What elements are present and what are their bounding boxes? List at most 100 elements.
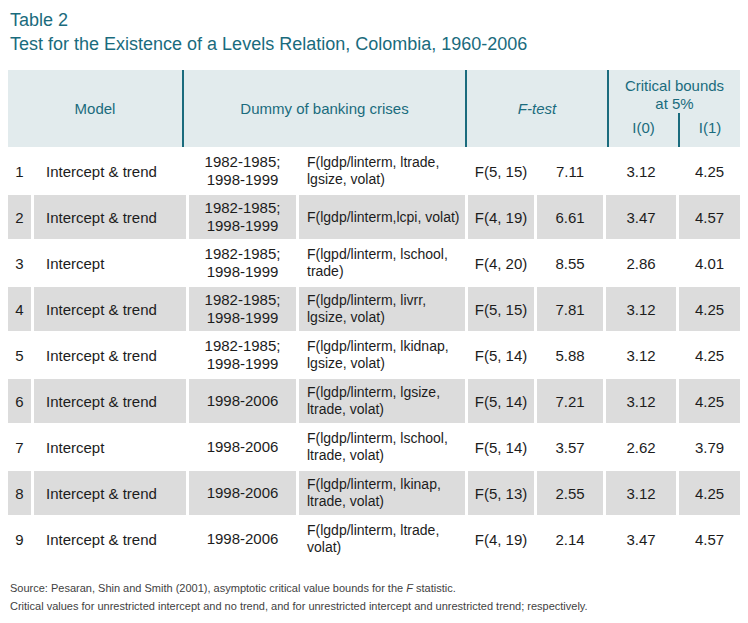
cell-i0-bound: 3.12 [606,471,676,515]
cell-f-degrees: F(5, 15) [468,287,534,331]
cell-f-value: 8.55 [537,241,603,285]
table-row: 5 Intercept & trend 1982-1985; 1998-1999… [8,333,740,377]
levels-relation-table: Model Dummy of banking crises F-test Cri… [8,70,740,561]
cell-i1-bound: 3.79 [679,425,740,469]
cell-i1-bound: 4.25 [679,471,740,515]
cell-row-number: 7 [8,425,31,469]
cell-crisis-period: 1982-1985; 1998-1999 [189,149,296,193]
cell-i1-bound: 4.57 [679,195,740,239]
cell-f-degrees: F(5, 13) [468,471,534,515]
cell-row-number: 1 [8,149,31,193]
cell-i0-bound: 3.12 [606,149,676,193]
cell-f-value: 5.88 [537,333,603,377]
cell-crisis-period: 1982-1985; 1998-1999 [189,195,296,239]
cell-f-degrees: F(4, 19) [468,195,534,239]
cell-crisis-period: 1998-2006 [189,517,296,561]
table-number: Table 2 [10,8,748,32]
cell-f-specification: F(lgdp/linterm, livrr, lgsize, volat) [299,287,465,331]
table-row: 8 Intercept & trend 1998-2006 F(lgdp/lin… [8,471,740,515]
cell-model: Intercept & trend [34,287,186,331]
footnotes: Source: Pesaran, Shin and Smith (2001), … [10,579,740,615]
header-f-test: F-test [465,70,607,147]
cell-f-value: 6.61 [537,195,603,239]
table-header: Model Dummy of banking crises F-test Cri… [8,70,740,147]
table-row: 9 Intercept & trend 1998-2006 F(lgdp/lin… [8,517,740,561]
cell-f-degrees: F(5, 14) [468,333,534,377]
cell-i0-bound: 3.47 [606,517,676,561]
cell-crisis-period: 1998-2006 [189,425,296,469]
cell-f-specification: F(lgdp/linterm, ltrade, lgsize, volat) [299,149,465,193]
table-row: 1 Intercept & trend 1982-1985; 1998-1999… [8,149,740,193]
cell-crisis-period: 1982-1985; 1998-1999 [189,333,296,377]
cell-f-degrees: F(5, 15) [468,149,534,193]
cell-i1-bound: 4.25 [679,333,740,377]
cell-i1-bound: 4.25 [679,379,740,423]
table-caption: Test for the Existence of a Levels Relat… [10,32,748,56]
header-i0: I(0) [609,113,678,147]
cell-row-number: 9 [8,517,31,561]
cell-f-degrees: F(4, 19) [468,517,534,561]
table-row: 6 Intercept & trend 1998-2006 F(lgdp/lin… [8,379,740,423]
cell-f-value: 7.11 [537,149,603,193]
cell-model: Intercept & trend [34,195,186,239]
cell-row-number: 2 [8,195,31,239]
cell-f-specification: F(lgdp/linterm, ltrade, volat) [299,517,465,561]
cell-row-number: 5 [8,333,31,377]
cell-i0-bound: 3.12 [606,379,676,423]
cell-i1-bound: 4.25 [679,287,740,331]
cell-f-value: 7.81 [537,287,603,331]
source-note: Source: Pesaran, Shin and Smith (2001), … [10,579,740,597]
page: Table 2 Test for the Existence of a Leve… [0,0,748,623]
table-row: 3 Intercept 1982-1985; 1998-1999 F(lgpd/… [8,241,740,285]
cell-f-value: 7.21 [537,379,603,423]
cell-f-specification: F(lgdp/linterm, lkidnap, lgsize, volat) [299,333,465,377]
cell-model: Intercept & trend [34,149,186,193]
cell-model: Intercept [34,241,186,285]
table-title-block: Table 2 Test for the Existence of a Leve… [0,0,748,56]
table-row: 7 Intercept 1998-2006 F(lgdp/linterm, ls… [8,425,740,469]
cell-crisis-period: 1982-1985; 1998-1999 [189,241,296,285]
cell-f-specification: F(lgpd/linterm, lschool, trade) [299,241,465,285]
cell-f-specification: F(lgdp/linterm, lkinap, ltrade, volat) [299,471,465,515]
cell-model: Intercept & trend [34,517,186,561]
cell-crisis-period: 1998-2006 [189,379,296,423]
cell-i0-bound: 3.47 [606,195,676,239]
cell-f-degrees: F(4, 20) [468,241,534,285]
cell-row-number: 6 [8,379,31,423]
cell-i1-bound: 4.25 [679,149,740,193]
header-dummy-banking-crises: Dummy of banking crises [182,70,465,147]
cell-row-number: 3 [8,241,31,285]
cell-f-degrees: F(5, 14) [468,425,534,469]
cell-f-value: 2.14 [537,517,603,561]
header-critical-bounds-subrow: I(0) I(1) [609,113,740,147]
cell-i0-bound: 3.12 [606,287,676,331]
cell-i0-bound: 3.12 [606,333,676,377]
table-row: 4 Intercept & trend 1982-1985; 1998-1999… [8,287,740,331]
header-i1: I(1) [678,113,740,147]
cell-model: Intercept & trend [34,471,186,515]
cell-i0-bound: 2.86 [606,241,676,285]
f-statistic-italic: F [406,582,413,594]
source-note-prefix: Source: Pesaran, Shin and Smith (2001), … [10,582,406,594]
header-critical-bounds: Critical bounds at 5% I(0) I(1) [607,70,740,147]
cell-row-number: 8 [8,471,31,515]
cell-f-specification: F(lgdp/linterm, lgsize, ltrade, volat) [299,379,465,423]
cell-row-number: 4 [8,287,31,331]
header-critical-bounds-label: Critical bounds at 5% [609,70,740,113]
cell-f-specification: F(lgdp/linterm, lschool, ltrade, volat) [299,425,465,469]
cell-i0-bound: 2.62 [606,425,676,469]
cell-f-specification: F(lgdp/linterm,lcpi, volat) [299,195,465,239]
critical-values-note: Critical values for unrestricted interce… [10,597,740,615]
cell-model: Intercept & trend [34,379,186,423]
cell-crisis-period: 1998-2006 [189,471,296,515]
table-row: 2 Intercept & trend 1982-1985; 1998-1999… [8,195,740,239]
cell-model: Intercept & trend [34,333,186,377]
table-body: 1 Intercept & trend 1982-1985; 1998-1999… [8,149,740,561]
cell-f-value: 3.57 [537,425,603,469]
source-note-suffix: statistic. [413,582,456,594]
cell-i1-bound: 4.01 [679,241,740,285]
header-model: Model [8,70,182,147]
cell-model: Intercept [34,425,186,469]
cell-f-value: 2.55 [537,471,603,515]
cell-i1-bound: 4.57 [679,517,740,561]
